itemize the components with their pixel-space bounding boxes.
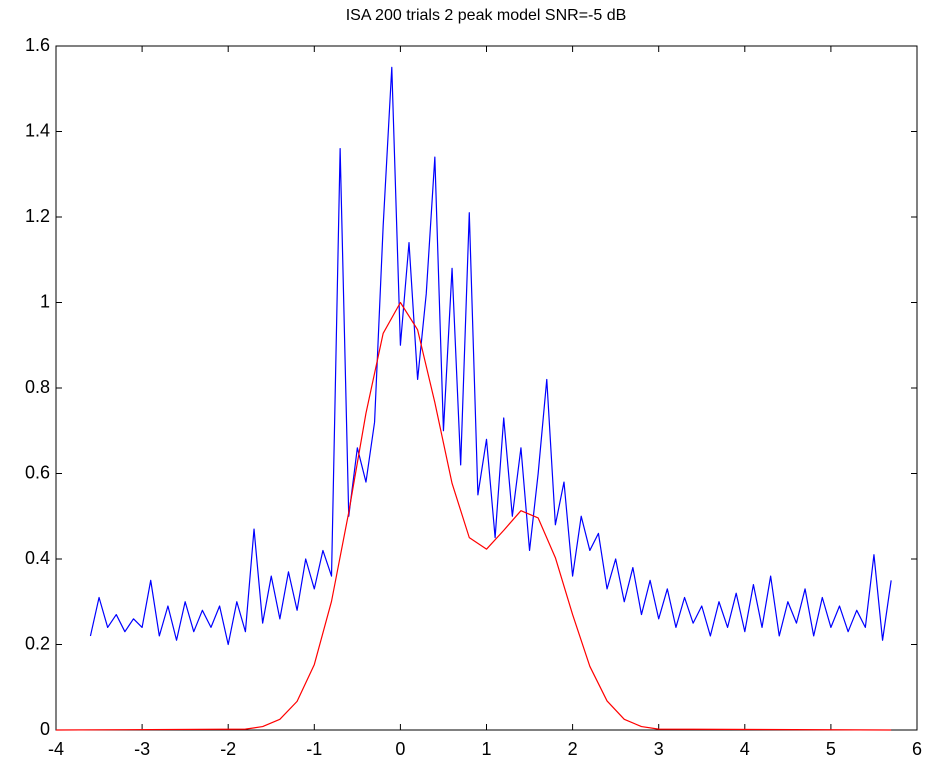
y-tick-label: 1.6 — [25, 35, 50, 55]
y-tick-label: 1.4 — [25, 120, 50, 140]
y-tick-label: 0.8 — [25, 377, 50, 397]
x-tick-label: -2 — [220, 739, 236, 759]
chart-title: ISA 200 trials 2 peak model SNR=-5 dB — [346, 7, 627, 24]
y-tick-label: 1.2 — [25, 206, 50, 226]
y-tick-label: 0.2 — [25, 633, 50, 653]
x-tick-label: 2 — [568, 739, 578, 759]
x-tick-label: -3 — [134, 739, 150, 759]
x-tick-label: 0 — [395, 739, 405, 759]
x-tick-label: 4 — [740, 739, 750, 759]
y-tick-label: 1 — [40, 291, 50, 311]
x-tick-label: -4 — [48, 739, 64, 759]
x-tick-label: -1 — [306, 739, 322, 759]
x-tick-label: 5 — [826, 739, 836, 759]
data-line — [55, 301, 892, 731]
y-tick-label: 0 — [40, 719, 50, 739]
x-tick-label: 6 — [912, 739, 922, 759]
x-tick-label: 3 — [654, 739, 664, 759]
y-tick-label: 0.6 — [25, 462, 50, 482]
x-tick-label: 1 — [481, 739, 491, 759]
data-line — [89, 66, 892, 646]
y-tick-label: 0.4 — [25, 548, 50, 568]
